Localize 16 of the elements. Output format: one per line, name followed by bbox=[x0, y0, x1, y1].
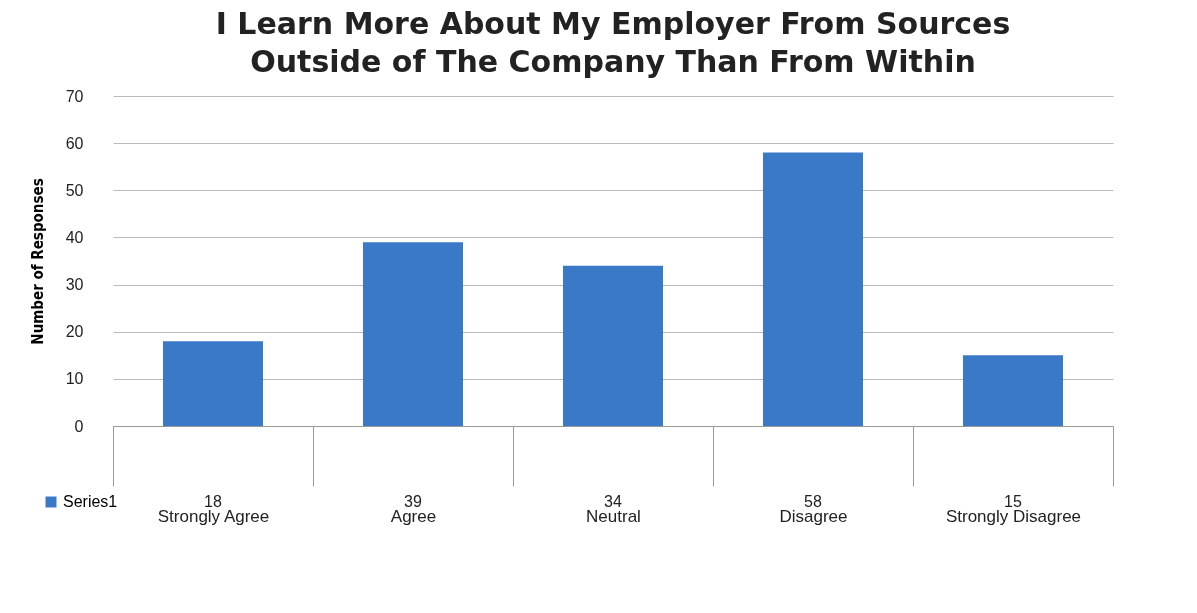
y-tick-label: 0 bbox=[74, 417, 84, 435]
y-tick-label: 20 bbox=[65, 323, 84, 341]
y-tick-label: 30 bbox=[65, 276, 84, 294]
chart-title: I Learn More About My Employer From Sources Outside of The Company Than From Within bbox=[215, 6, 1011, 79]
legend-label: Series1 bbox=[63, 493, 118, 510]
y-tick-label: 70 bbox=[65, 87, 84, 105]
bar bbox=[963, 355, 1063, 426]
y-axis-title: Number of Responses bbox=[28, 178, 47, 345]
bar bbox=[163, 341, 263, 426]
bar bbox=[763, 152, 863, 426]
bar bbox=[563, 265, 663, 426]
bar bbox=[363, 242, 463, 426]
y-tick-label: 40 bbox=[65, 228, 84, 246]
y-tick-label: 60 bbox=[65, 134, 84, 152]
y-tick-label: 50 bbox=[65, 181, 84, 199]
y-tick-label: 10 bbox=[65, 370, 84, 388]
